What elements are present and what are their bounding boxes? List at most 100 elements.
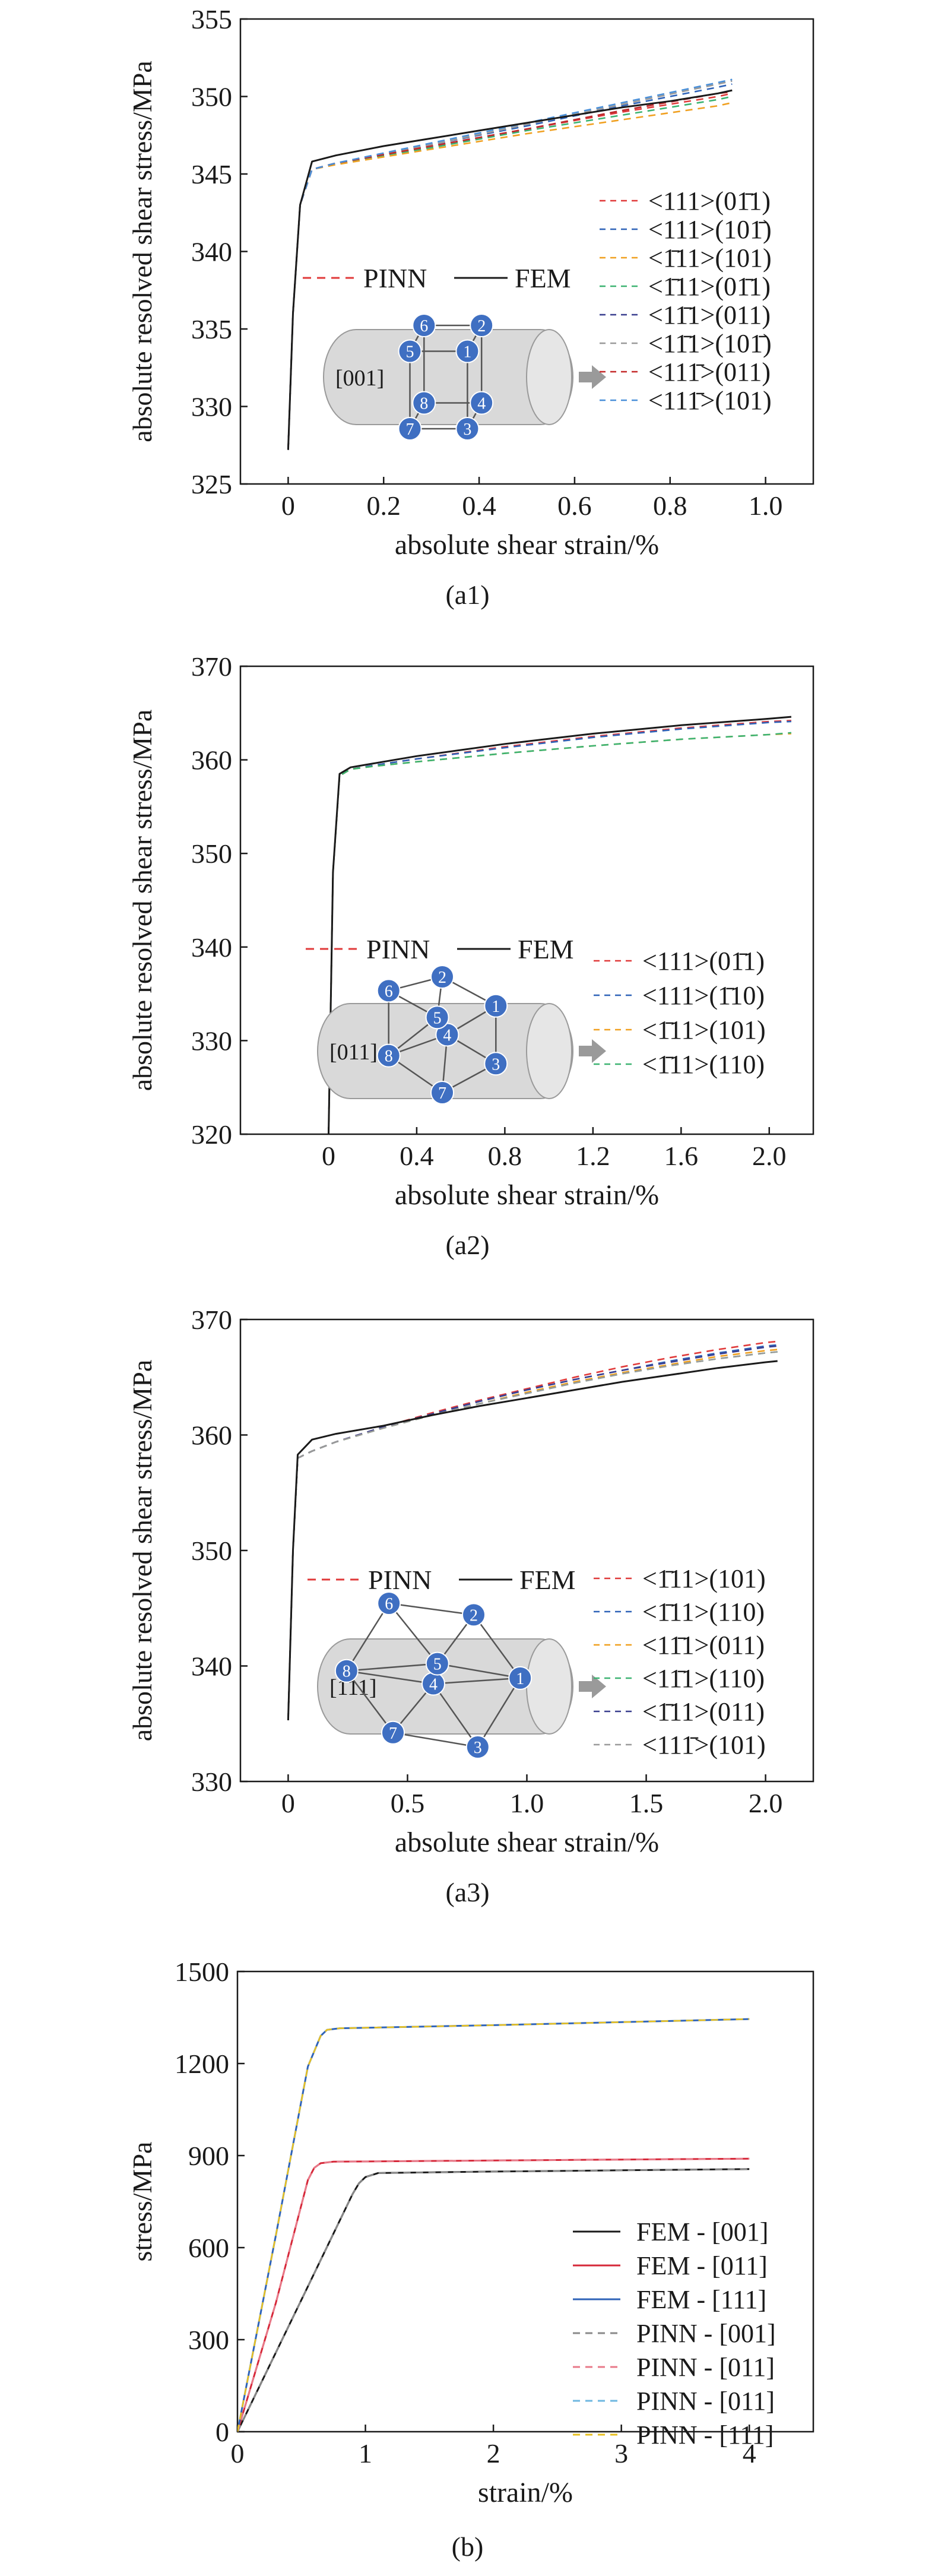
legend-slip-label: <111>(101̄)	[648, 215, 772, 244]
y-axis-label: absolute resolved shear stress/MPa	[127, 61, 157, 442]
inset-node-label: 6	[385, 982, 393, 1001]
inset-node	[398, 417, 422, 441]
inset-node-label: 1	[492, 998, 500, 1016]
plot-frame	[236, 1970, 814, 2433]
inset-cylinder-end	[526, 329, 572, 425]
x-tick-label: 0.8	[653, 490, 687, 521]
inset-load-arrow	[579, 365, 606, 389]
x-tick-label: 0.4	[400, 1141, 434, 1171]
inset-node	[425, 1005, 449, 1030]
y-tick-label: 370	[191, 1305, 232, 1335]
inset-cylinder	[323, 329, 573, 425]
inset-node-label: 4	[477, 395, 486, 413]
caption-b: (b)	[451, 2531, 484, 2562]
inset-edge	[346, 1663, 438, 1672]
y-tick-label: 360	[191, 745, 232, 776]
legend-slip-label: <11̄1>(011)	[648, 300, 771, 330]
y-tick-label: 330	[191, 1767, 232, 1797]
x-tick-label: 0.6	[557, 490, 592, 521]
series-line-0	[328, 716, 792, 1134]
y-tick-label: 345	[191, 159, 232, 189]
legend-slip-label: <1̄11>(110)	[642, 1050, 765, 1079]
inset-edge	[433, 1677, 521, 1685]
x-tick-label: 0	[281, 490, 295, 521]
inset-node	[376, 979, 401, 1003]
inset-node-label: 8	[420, 395, 428, 413]
caption-a1: (a1)	[445, 580, 490, 610]
legend-slip-label: <1̄11>(110)	[642, 1597, 765, 1626]
inset-load-arrow	[579, 1675, 606, 1698]
x-tick-label: 1.2	[576, 1141, 610, 1171]
inset-node	[470, 314, 494, 337]
x-tick-label: 0.8	[488, 1141, 522, 1171]
inset-node-label: 5	[433, 1009, 442, 1027]
inset-node-label: 1	[516, 1670, 524, 1688]
y-tick-label: 335	[191, 314, 232, 344]
legend-slip-label: <1̄11>(011)	[642, 1697, 765, 1726]
y-tick-label: 370	[191, 651, 232, 682]
legend-fem-label: FEM	[515, 263, 571, 293]
inset-node	[455, 339, 480, 363]
inset-node	[334, 1659, 359, 1683]
x-tick-label: 1.6	[664, 1141, 699, 1171]
inset-edge	[392, 1732, 478, 1748]
y-tick-label: 600	[188, 2233, 229, 2263]
series-line-0	[287, 1360, 778, 1720]
y-tick-label: 0	[215, 2417, 229, 2447]
inset-node-label: 4	[443, 1027, 451, 1045]
inset-direction-label: [001]	[335, 366, 384, 391]
x-tick-label: 0.5	[391, 1788, 425, 1818]
legend-pinn-label: PINN	[366, 934, 430, 964]
legend-label: FEM - [111]	[636, 2285, 766, 2314]
chart-svg-a1: 0 0.2 0.4 0.6 0.8 1.0325330335340345350355abs…	[127, 4, 814, 561]
legend-label: PINN - [011]	[636, 2387, 775, 2416]
legend-slip-label: <1̄11>(101)	[642, 1015, 766, 1045]
inset-node	[465, 1735, 490, 1759]
inset-edge	[432, 1683, 478, 1748]
inset-node-label: 6	[385, 1595, 393, 1613]
y-tick-label: 350	[191, 1536, 232, 1566]
inset-node-label: 3	[474, 1739, 482, 1757]
legend-label: FEM - [011]	[636, 2251, 768, 2280]
legend-slip-label: <111̄>(101)	[648, 386, 772, 415]
x-tick-label: 1.0	[510, 1788, 544, 1818]
inset-node-label: 3	[492, 1055, 500, 1074]
series-group	[237, 2018, 750, 2432]
inset-direction-label: [011]	[329, 1040, 378, 1065]
inset-node	[455, 417, 480, 441]
inset-node	[412, 314, 436, 337]
chart-panel-b: 0 1 2 3 4 0 300 600 900 1200 1500 strain/% stress/MP…	[0, 1954, 935, 2576]
inset-node-label: 7	[438, 1084, 446, 1103]
x-axis-label: absolute shear strain/%	[395, 1827, 659, 1858]
x-tick-label: 0	[281, 1788, 295, 1818]
inset-node-label: 2	[477, 317, 486, 336]
inset-edge	[437, 1663, 521, 1679]
legend-slip-label: <111>(01̄1)	[648, 186, 771, 216]
inset-cylinder-end	[526, 1003, 572, 1099]
legend-slip-label: <111>(01̄1)	[642, 947, 765, 976]
inset-edge	[346, 1670, 394, 1733]
legend-slip-label: <11̄1>(101̄)	[648, 329, 772, 358]
legend-pinn-label: PINN	[363, 263, 427, 293]
y-tick-label: 1500	[175, 1957, 229, 1987]
legend-pinn-label: PINN	[368, 1565, 432, 1595]
x-tick-label: 0.4	[462, 490, 496, 521]
x-tick-label: 0.2	[367, 490, 401, 521]
y-tick-label: 900	[188, 2141, 229, 2171]
x-axis-label: strain/%	[478, 2477, 573, 2508]
legend-label: PINN - [111]	[636, 2420, 774, 2450]
y-axis-label: absolute resolved shear stress/MPa	[127, 1360, 157, 1742]
inset-edge	[388, 1603, 438, 1664]
orientation-inset: [001] 12 34 56 78	[323, 314, 606, 441]
legend-slip-label: <111̄>(101)	[642, 1730, 766, 1759]
y-tick-label: 340	[191, 237, 232, 267]
legend-label: PINN - [011]	[636, 2353, 775, 2382]
x-tick-label: 1.0	[749, 490, 783, 521]
inset-node	[484, 1052, 508, 1076]
plot-frame	[239, 665, 814, 1135]
inset-node	[377, 1591, 401, 1615]
y-tick-label: 350	[191, 838, 232, 869]
y-tick-label: 300	[188, 2325, 229, 2355]
inset-node-label: 5	[433, 1656, 442, 1674]
legend-label: PINN - [001]	[636, 2319, 776, 2348]
